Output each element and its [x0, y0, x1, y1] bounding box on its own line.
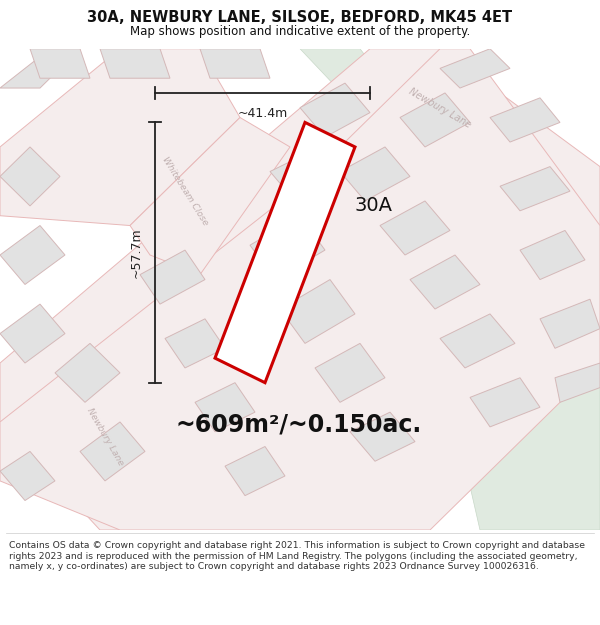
Polygon shape — [225, 446, 285, 496]
Text: ~41.4m: ~41.4m — [238, 107, 287, 120]
Polygon shape — [80, 422, 145, 481]
Polygon shape — [250, 216, 325, 279]
Text: Newbury Lane: Newbury Lane — [407, 86, 473, 129]
Polygon shape — [100, 49, 170, 78]
Polygon shape — [440, 49, 510, 88]
Polygon shape — [410, 255, 480, 309]
Text: ~57.7m: ~57.7m — [130, 228, 143, 278]
Text: Contains OS data © Crown copyright and database right 2021. This information is : Contains OS data © Crown copyright and d… — [9, 541, 585, 571]
Polygon shape — [540, 299, 600, 348]
Polygon shape — [0, 49, 600, 530]
Polygon shape — [165, 319, 225, 368]
Text: Whitebeam Close: Whitebeam Close — [160, 155, 210, 227]
Polygon shape — [380, 201, 450, 255]
Polygon shape — [300, 83, 370, 137]
Polygon shape — [0, 304, 65, 363]
Polygon shape — [470, 378, 540, 427]
Polygon shape — [520, 231, 585, 279]
Polygon shape — [0, 147, 60, 206]
Polygon shape — [55, 343, 120, 402]
Text: 30A: 30A — [355, 196, 393, 216]
Polygon shape — [0, 49, 600, 530]
Polygon shape — [130, 118, 290, 274]
Polygon shape — [440, 314, 515, 368]
Polygon shape — [300, 49, 600, 530]
Polygon shape — [0, 49, 80, 88]
Polygon shape — [555, 363, 600, 403]
Polygon shape — [215, 122, 355, 382]
Text: Map shows position and indicative extent of the property.: Map shows position and indicative extent… — [130, 25, 470, 38]
Polygon shape — [0, 226, 65, 284]
Polygon shape — [195, 382, 255, 432]
Polygon shape — [400, 93, 470, 147]
Text: Newbury Lane: Newbury Lane — [85, 406, 125, 467]
Polygon shape — [0, 451, 55, 501]
Polygon shape — [270, 147, 345, 201]
Text: 30A, NEWBURY LANE, SILSOE, BEDFORD, MK45 4ET: 30A, NEWBURY LANE, SILSOE, BEDFORD, MK45… — [88, 10, 512, 25]
Polygon shape — [140, 250, 205, 304]
Polygon shape — [200, 49, 270, 78]
Polygon shape — [30, 49, 90, 78]
Text: ~609m²/~0.150ac.: ~609m²/~0.150ac. — [175, 412, 421, 436]
Polygon shape — [0, 49, 240, 226]
Polygon shape — [500, 167, 570, 211]
Polygon shape — [315, 343, 385, 402]
Polygon shape — [490, 98, 560, 142]
Polygon shape — [280, 279, 355, 343]
Polygon shape — [350, 412, 415, 461]
Polygon shape — [340, 147, 410, 201]
